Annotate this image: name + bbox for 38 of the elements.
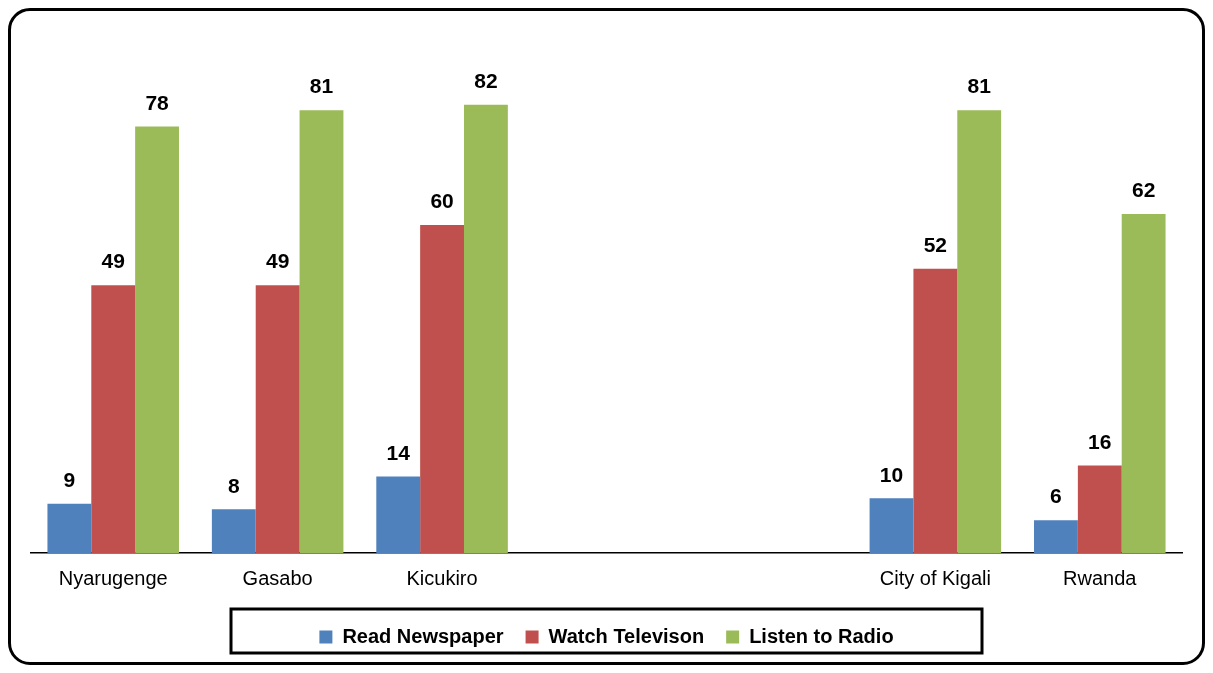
data-label: 52 <box>923 233 948 257</box>
data-label: 6 <box>1050 484 1062 508</box>
bar <box>211 509 256 553</box>
bar <box>299 110 344 553</box>
data-label: 10 <box>879 462 904 486</box>
data-label: 16 <box>1088 429 1112 453</box>
bar <box>420 225 464 553</box>
data-label: 8 <box>227 473 240 497</box>
bar <box>255 285 300 553</box>
x-tick-label: Rwanda <box>1063 566 1138 589</box>
bar <box>1034 520 1078 553</box>
bar <box>957 110 1002 553</box>
bar <box>376 476 421 553</box>
bar <box>1077 465 1122 553</box>
x-tick-label: Nyarugenge <box>58 566 168 589</box>
data-label: 49 <box>265 249 290 273</box>
data-label: 14 <box>386 440 411 464</box>
data-label: 9 <box>63 468 76 492</box>
data-label: 81 <box>967 74 992 98</box>
x-tick-label: City of Kigali <box>879 566 991 589</box>
bar <box>91 285 136 553</box>
x-tick-label: Kicukiro <box>406 566 478 589</box>
bar <box>913 268 958 553</box>
bar <box>1121 214 1166 553</box>
bar <box>135 126 179 553</box>
bar <box>869 498 914 553</box>
data-label: 78 <box>145 90 170 114</box>
data-label: 49 <box>101 249 125 273</box>
bar <box>47 503 92 553</box>
bar <box>464 104 508 553</box>
data-label: 81 <box>309 74 334 98</box>
x-tick-label: Gasabo <box>242 566 313 589</box>
legend-label: Watch Televison <box>548 624 705 647</box>
data-label: 60 <box>430 189 454 213</box>
legend-label: Read Newspaper <box>342 624 504 647</box>
legend-label: Listen to Radio <box>749 624 894 647</box>
data-label: 82 <box>474 69 498 93</box>
data-label: 62 <box>1131 178 1156 202</box>
